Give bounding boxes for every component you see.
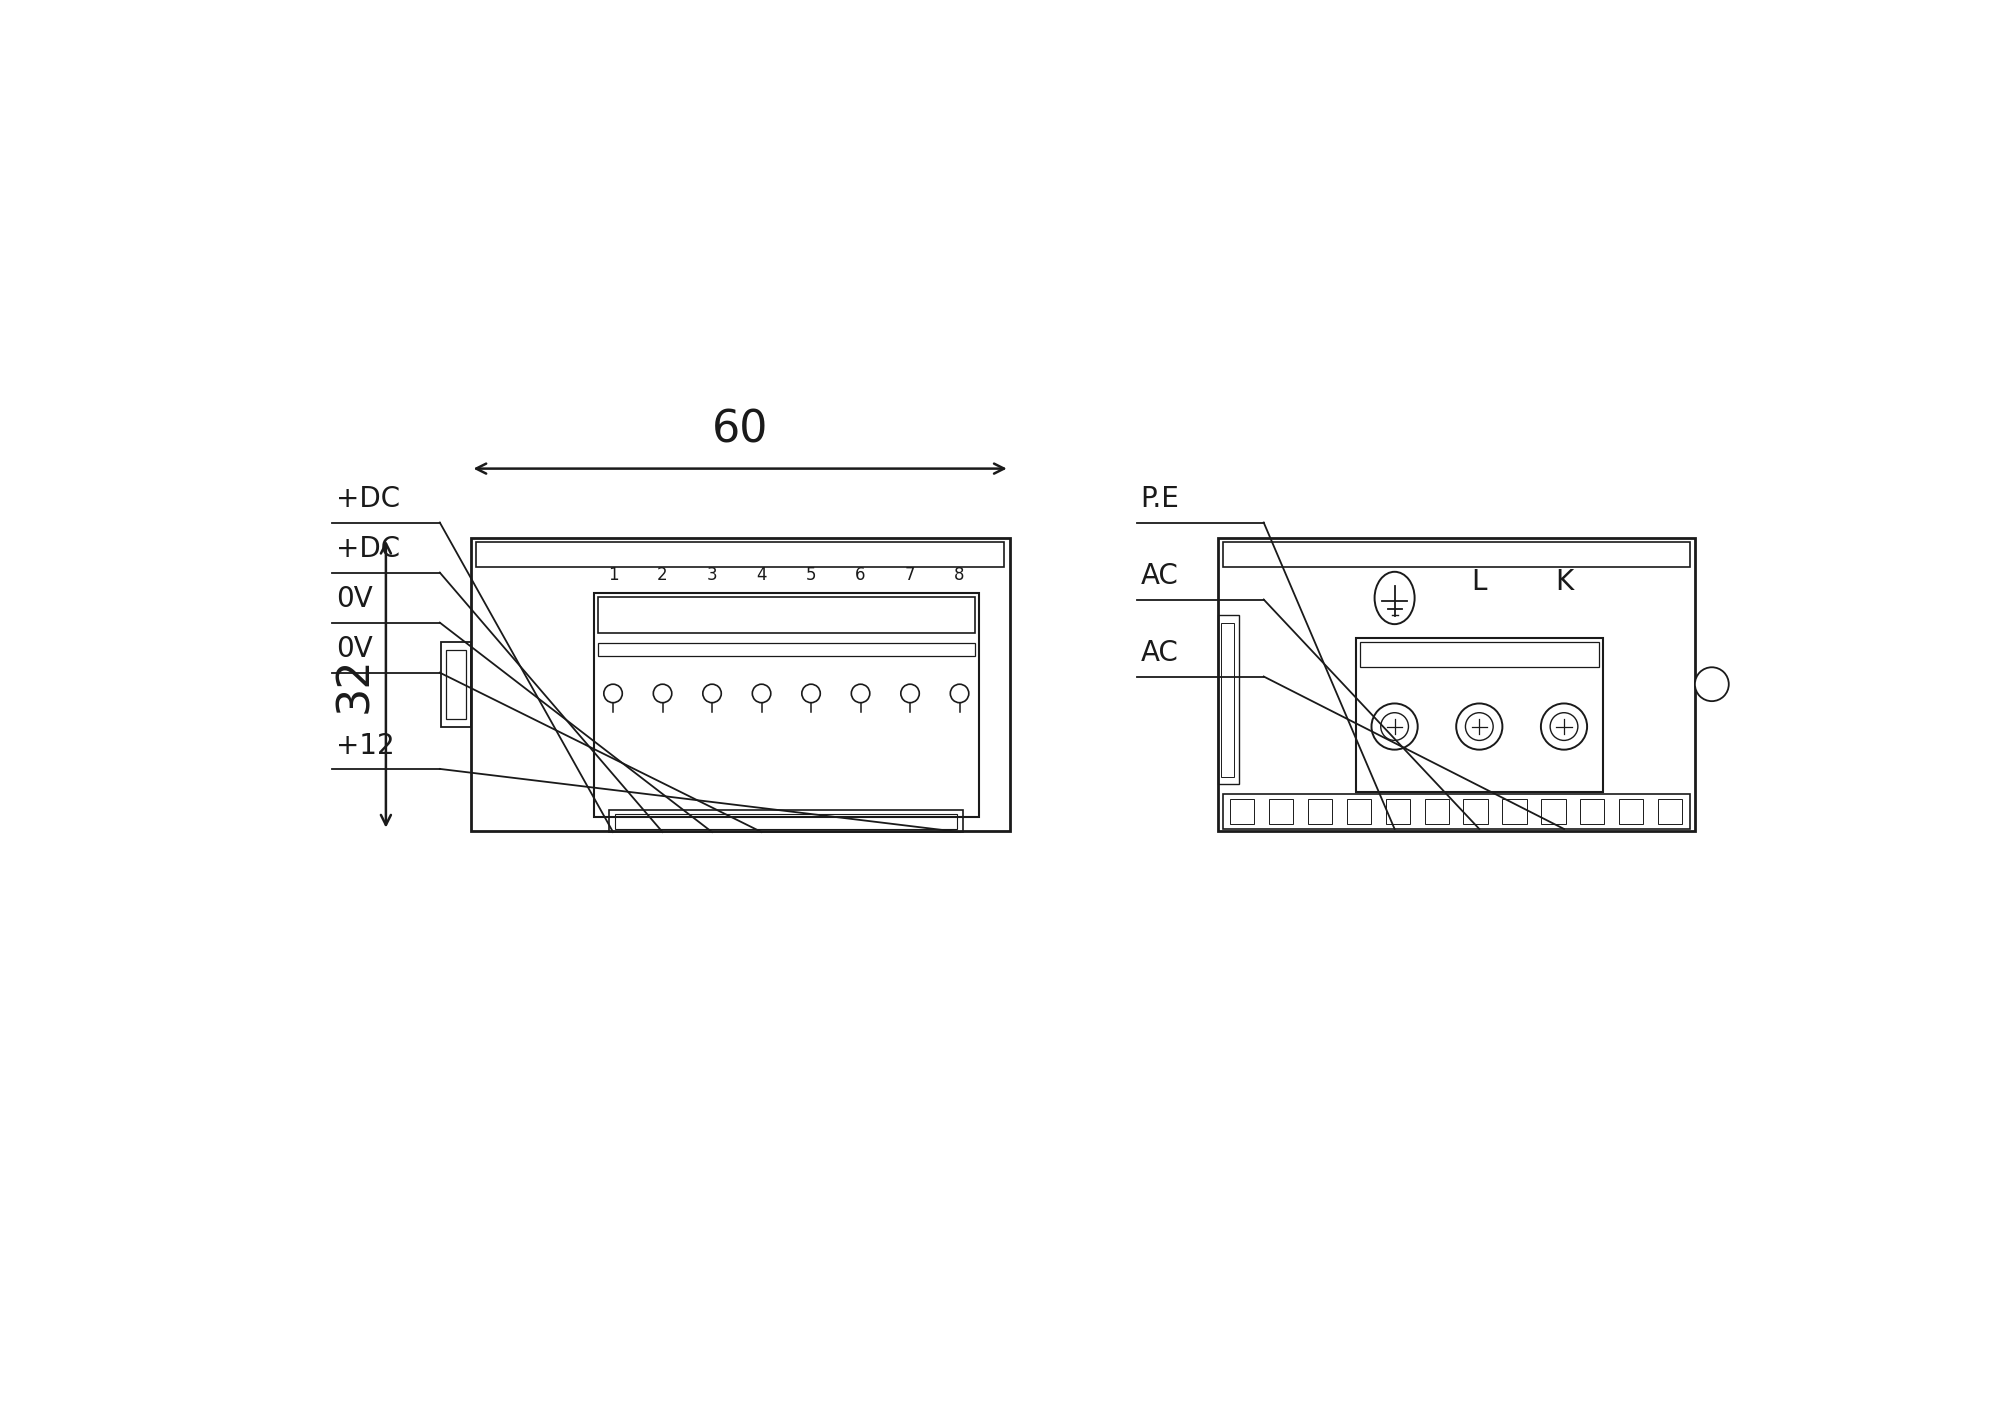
Circle shape bbox=[852, 685, 870, 703]
Circle shape bbox=[802, 685, 820, 703]
Text: AC: AC bbox=[1140, 640, 1178, 668]
Text: +12: +12 bbox=[336, 731, 394, 759]
Text: K: K bbox=[1554, 568, 1574, 596]
Bar bbox=[1502, 799, 1526, 824]
Bar bbox=[1464, 799, 1488, 824]
Bar bbox=[1218, 538, 1694, 830]
Text: L: L bbox=[1472, 568, 1488, 596]
Bar bbox=[1386, 799, 1410, 824]
Circle shape bbox=[1372, 703, 1418, 750]
Bar bbox=[1222, 795, 1690, 828]
Text: 5: 5 bbox=[806, 566, 816, 585]
Bar bbox=[1542, 799, 1566, 824]
Bar bbox=[1620, 799, 1644, 824]
Text: +DC: +DC bbox=[336, 535, 400, 564]
Circle shape bbox=[702, 685, 722, 703]
Circle shape bbox=[1550, 713, 1578, 740]
Bar bbox=[1424, 799, 1448, 824]
Bar bbox=[1218, 614, 1240, 785]
Text: P.E: P.E bbox=[1140, 485, 1180, 513]
Bar bbox=[442, 643, 470, 727]
Text: 32: 32 bbox=[334, 655, 376, 713]
Circle shape bbox=[950, 685, 968, 703]
Bar bbox=[598, 643, 974, 657]
Bar bbox=[598, 597, 974, 634]
Text: 0V: 0V bbox=[336, 585, 372, 613]
Bar bbox=[594, 593, 978, 817]
Bar bbox=[470, 538, 1010, 830]
Bar bbox=[1308, 799, 1332, 824]
Circle shape bbox=[900, 685, 920, 703]
Circle shape bbox=[1380, 713, 1408, 740]
Text: 4: 4 bbox=[756, 566, 766, 585]
Bar bbox=[476, 541, 1004, 568]
Bar bbox=[446, 650, 466, 719]
Circle shape bbox=[1694, 668, 1728, 702]
Circle shape bbox=[1466, 713, 1494, 740]
Bar bbox=[1346, 799, 1372, 824]
Bar bbox=[1270, 799, 1294, 824]
Text: 1: 1 bbox=[608, 566, 618, 585]
Text: 8: 8 bbox=[954, 566, 964, 585]
Bar bbox=[616, 813, 958, 828]
Text: 2: 2 bbox=[658, 566, 668, 585]
Text: 0V: 0V bbox=[336, 635, 372, 664]
Text: +DC: +DC bbox=[336, 485, 400, 513]
Text: AC: AC bbox=[1140, 562, 1178, 590]
Bar bbox=[1230, 799, 1254, 824]
Ellipse shape bbox=[1374, 572, 1414, 624]
Text: 6: 6 bbox=[856, 566, 866, 585]
Bar bbox=[1658, 799, 1682, 824]
Bar bbox=[1580, 799, 1604, 824]
Circle shape bbox=[1456, 703, 1502, 750]
Text: 60: 60 bbox=[712, 409, 768, 452]
Bar bbox=[1220, 623, 1234, 776]
Bar bbox=[1356, 638, 1602, 792]
Bar bbox=[1222, 541, 1690, 568]
Bar bbox=[610, 810, 964, 833]
Text: 7: 7 bbox=[904, 566, 916, 585]
Text: 3: 3 bbox=[706, 566, 718, 585]
Bar bbox=[1360, 643, 1598, 668]
Circle shape bbox=[604, 685, 622, 703]
Circle shape bbox=[752, 685, 770, 703]
Circle shape bbox=[654, 685, 672, 703]
Circle shape bbox=[1540, 703, 1588, 750]
